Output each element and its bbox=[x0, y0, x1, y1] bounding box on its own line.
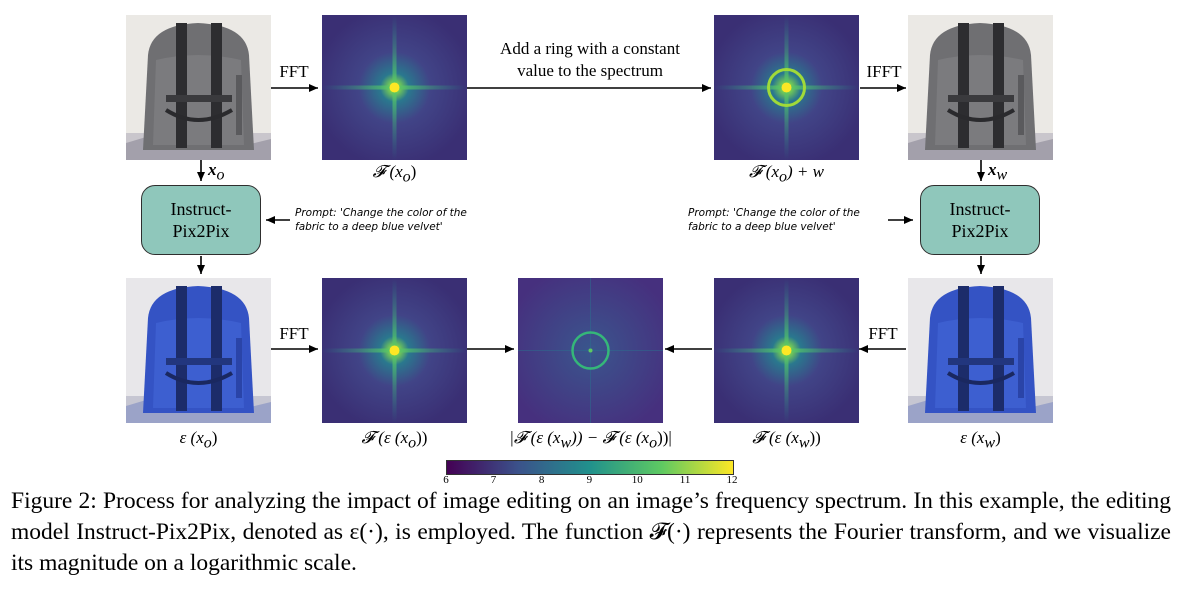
prompt-right: Prompt: 'Change the color of the fabric … bbox=[688, 206, 860, 234]
colorbar-tick: 8 bbox=[538, 474, 545, 486]
colorbar-ticks: 6 7 8 9 10 11 12 bbox=[443, 474, 738, 488]
prompt-right-line-2: fabric to a deep blue velvet' bbox=[688, 221, 836, 233]
colorbar-tick: 11 bbox=[679, 474, 691, 486]
prompt-left-line-1: Prompt: 'Change the color of the bbox=[295, 207, 467, 219]
label-f-eps-xw: 𝓕 (ε (xw)) bbox=[752, 428, 821, 452]
photo-original-gray-backpack bbox=[126, 15, 271, 160]
add-ring-line-2: value to the spectrum bbox=[517, 61, 663, 80]
label-x-w: xw bbox=[988, 160, 1008, 184]
colorbar-tick: 6 bbox=[443, 474, 449, 486]
instruct-pix2pix-box-right: Instruct- Pix2Pix bbox=[920, 185, 1040, 255]
ifft-label: IFFT bbox=[866, 62, 902, 81]
colorbar bbox=[446, 460, 734, 475]
fft-label-bottom-left: FFT bbox=[279, 324, 309, 343]
box-left-line-2: Pix2Pix bbox=[172, 221, 230, 241]
box-right-line-2: Pix2Pix bbox=[951, 221, 1009, 241]
label-f-xo: 𝓕 (xo) bbox=[372, 162, 417, 186]
prompt-left: Prompt: 'Change the color of the fabric … bbox=[295, 206, 467, 234]
figure-caption: Figure 2: Process for analyzing the impa… bbox=[11, 488, 1171, 576]
box-left-line-1: Instruct- bbox=[170, 199, 232, 219]
instruct-pix2pix-box-left: Instruct- Pix2Pix bbox=[141, 185, 261, 255]
photo-edited-blue-backpack-right bbox=[908, 278, 1053, 423]
box-right-line-1: Instruct- bbox=[949, 199, 1011, 219]
add-ring-description: Add a ring with a constant value to the … bbox=[470, 38, 710, 82]
colorbar-tick: 7 bbox=[490, 474, 497, 486]
label-f-xo-plus-w: 𝓕 (xo) + w bbox=[749, 162, 824, 186]
fft-label-top: FFT bbox=[279, 62, 309, 81]
colorbar-tick: 9 bbox=[586, 474, 593, 486]
arrows-layer bbox=[197, 84, 985, 353]
photo-edited-blue-backpack-left bbox=[126, 278, 271, 423]
colorbar-tick: 12 bbox=[726, 474, 738, 486]
prompt-left-line-2: fabric to a deep blue velvet' bbox=[295, 221, 443, 233]
colorbar-tick: 10 bbox=[631, 474, 643, 486]
label-eps-xw: ε (xw) bbox=[960, 428, 1001, 452]
spectrum-edited-watermarked bbox=[714, 278, 859, 423]
label-x-o: xo bbox=[208, 160, 225, 184]
photo-watermarked-gray-backpack bbox=[908, 15, 1053, 160]
fft-label-bottom-right: FFT bbox=[868, 324, 898, 343]
spectrum-original bbox=[322, 15, 467, 160]
add-ring-line-1: Add a ring with a constant bbox=[500, 39, 680, 58]
spectrum-with-ring bbox=[714, 15, 859, 160]
label-f-eps-xo: 𝓕 (ε (xo)) bbox=[361, 428, 428, 452]
prompt-right-line-1: Prompt: 'Change the color of the bbox=[688, 207, 860, 219]
label-diff: |𝓕 (ε (xw)) − 𝓕 (ε (xo))| bbox=[509, 428, 672, 452]
spectrum-difference bbox=[518, 278, 663, 423]
label-eps-xo: ε (xo) bbox=[179, 428, 218, 452]
spectrum-edited-original bbox=[322, 278, 467, 423]
